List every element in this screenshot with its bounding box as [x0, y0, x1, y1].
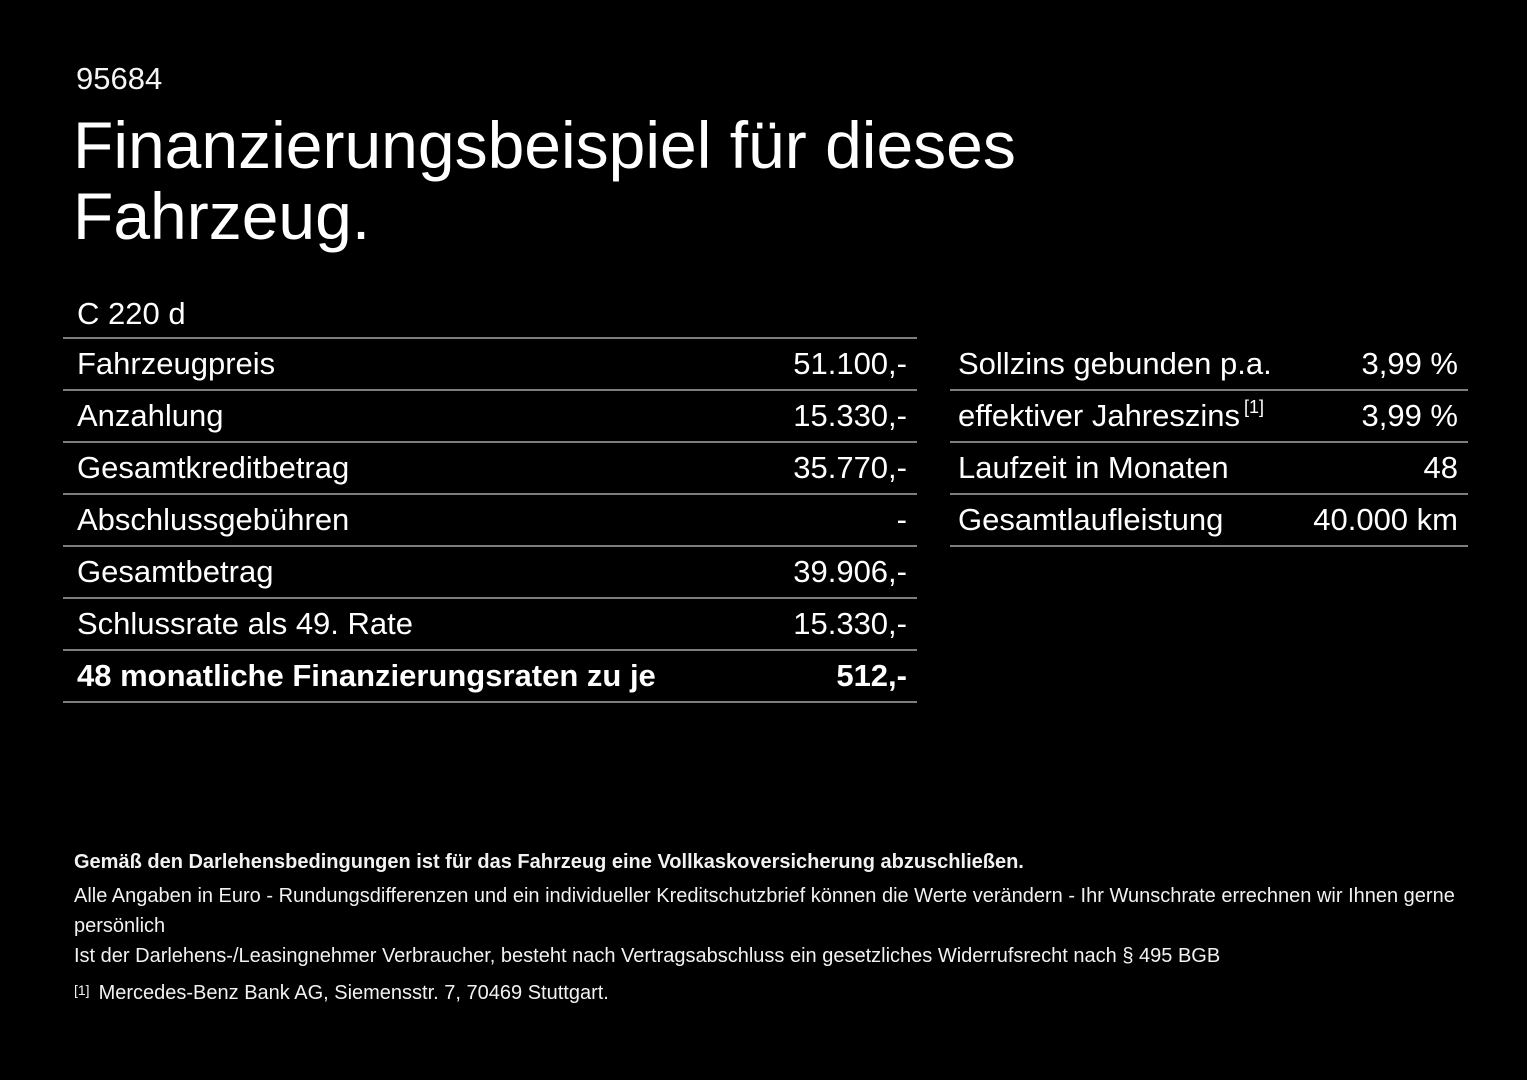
disclaimer-line-1: Alle Angaben in Euro - Rundungsdifferenz…: [74, 885, 1455, 937]
row-value: 48: [1423, 450, 1458, 485]
row-value: 35.770,-: [793, 450, 907, 485]
footnote-reference: [1] Mercedes-Benz Bank AG, Siemensstr. 7,…: [74, 976, 1474, 1007]
page-title: Finanzierungsbeispiel für dieses Fahrzeu…: [73, 108, 1016, 254]
row-label: Sollzins gebunden p.a.: [958, 346, 1361, 382]
table-row-gesamtlaufleistung: Gesamtlaufleistung 40.000 km: [950, 495, 1468, 547]
footer-disclaimers: Gemäß den Darlehensbedingungen ist für d…: [74, 849, 1474, 1007]
row-label: Fahrzeugpreis: [77, 346, 276, 381]
row-value: -: [896, 502, 907, 537]
table-row-abschlussgebuehren: Abschlussgebühren -: [63, 495, 917, 547]
row-label: Schlussrate als 49. Rate: [77, 606, 414, 641]
table-row-anzahlung: Anzahlung 15.330,-: [63, 391, 917, 443]
row-label: Laufzeit in Monaten: [958, 450, 1424, 486]
row-value: 51.100,-: [793, 346, 907, 381]
table-row-effektiver-jahreszins: effektiver Jahreszins [1] 3,99 %: [950, 391, 1468, 443]
row-label: Anzahlung: [77, 398, 224, 433]
table-row-laufzeit: Laufzeit in Monaten 48: [950, 443, 1468, 495]
row-label: Gesamtbetrag: [77, 554, 274, 589]
finance-table: C 220 d Fahrzeugpreis 51.100,- Anzahlung…: [63, 296, 917, 703]
vehicle-model-label: C 220 d: [77, 296, 186, 331]
row-value: 15.330,-: [793, 398, 907, 433]
table-row-monatsrate: 48 monatliche Finanzierungsraten zu je 5…: [63, 651, 917, 703]
row-value: 3,99 %: [1361, 346, 1458, 381]
row-label: 48 monatliche Finanzierungsraten zu je: [77, 658, 656, 693]
row-label-text: effektiver Jahreszins: [958, 398, 1240, 433]
row-label: effektiver Jahreszins [1]: [958, 398, 1361, 434]
table-row-gesamtkreditbetrag: Gesamtkreditbetrag 35.770,-: [63, 443, 917, 495]
conditions-table: Sollzins gebunden p.a. 3,99 % effektiver…: [950, 339, 1468, 547]
row-value: 512,-: [836, 658, 907, 693]
footnote-reference-text: Mercedes-Benz Bank AG, Siemensstr. 7, 70…: [98, 982, 609, 1004]
row-label: Abschlussgebühren: [77, 502, 350, 537]
insurance-note: Gemäß den Darlehensbedingungen ist für d…: [74, 851, 1024, 873]
row-label-text: Gesamtlaufleistung: [958, 502, 1224, 537]
disclaimer-line-2: Ist der Darlehens-/Leasingnehmer Verbrau…: [74, 945, 1221, 967]
vehicle-model-header: C 220 d: [63, 296, 917, 339]
table-row-sollzins: Sollzins gebunden p.a. 3,99 %: [950, 339, 1468, 391]
table-row-gesamtbetrag: Gesamtbetrag 39.906,-: [63, 547, 917, 599]
row-label: Gesamtlaufleistung: [958, 502, 1313, 538]
row-value: 15.330,-: [793, 606, 907, 641]
table-row-schlussrate: Schlussrate als 49. Rate 15.330,-: [63, 599, 917, 651]
footnote-reference-marker: [1]: [74, 982, 90, 998]
row-value: 3,99 %: [1361, 398, 1458, 433]
doc-number: 95684: [76, 61, 163, 96]
footnote-marker-superscript: [1]: [1244, 397, 1265, 417]
row-label-text: Sollzins gebunden p.a.: [958, 346, 1272, 381]
row-value: 39.906,-: [793, 554, 907, 589]
row-label-text: Laufzeit in Monaten: [958, 450, 1229, 485]
row-value: 40.000 km: [1313, 502, 1458, 537]
row-label: Gesamtkreditbetrag: [77, 450, 350, 485]
table-row-fahrzeugpreis: Fahrzeugpreis 51.100,-: [63, 339, 917, 391]
